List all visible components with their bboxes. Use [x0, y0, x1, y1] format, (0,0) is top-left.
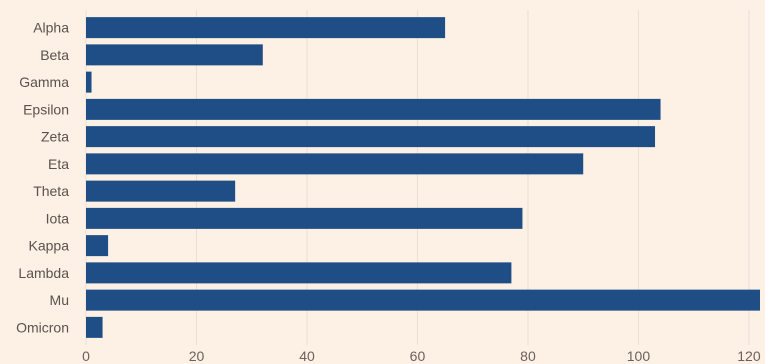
category-labels: Alpha Beta Gamma Epsilon Zeta Eta Theta Iota Kap… — [16, 20, 69, 336]
category-label-iota: Iota — [46, 210, 70, 226]
x-axis-tick-labels: 0 20 40 60 80 100 120 — [82, 348, 761, 364]
x-tick-label-120: 120 — [737, 348, 761, 364]
category-label-gamma: Gamma — [19, 74, 69, 90]
bar-zeta — [86, 126, 656, 148]
bar-iota — [86, 207, 523, 229]
category-label-omicron: Omicron — [16, 319, 69, 335]
bar-mu — [86, 289, 760, 311]
x-tick-label-40: 40 — [299, 348, 315, 364]
category-label-zeta: Zeta — [41, 129, 69, 145]
x-tick-label-20: 20 — [189, 348, 205, 364]
x-tick-label-0: 0 — [82, 348, 90, 364]
category-label-eta: Eta — [48, 156, 69, 172]
x-tick-label-100: 100 — [627, 348, 651, 364]
bar-alpha — [86, 17, 446, 39]
category-label-kappa: Kappa — [29, 238, 70, 254]
category-label-lambda: Lambda — [18, 265, 69, 281]
bar-kappa — [86, 235, 109, 257]
category-label-epsilon: Epsilon — [23, 101, 69, 117]
bar-theta — [86, 180, 236, 202]
bar-beta — [86, 44, 263, 66]
category-label-alpha: Alpha — [33, 20, 69, 36]
x-tick-label-80: 80 — [520, 348, 536, 364]
bar-omicron — [86, 316, 103, 338]
bar-lambda — [86, 262, 512, 284]
category-label-theta: Theta — [33, 183, 69, 199]
category-label-mu: Mu — [50, 292, 69, 308]
x-tick-label-60: 60 — [410, 348, 426, 364]
bar-epsilon — [86, 98, 661, 120]
bar-eta — [86, 153, 584, 175]
bar-gamma — [86, 71, 92, 93]
bars — [86, 17, 760, 338]
gridlines — [85, 10, 750, 345]
category-label-beta: Beta — [40, 47, 69, 63]
